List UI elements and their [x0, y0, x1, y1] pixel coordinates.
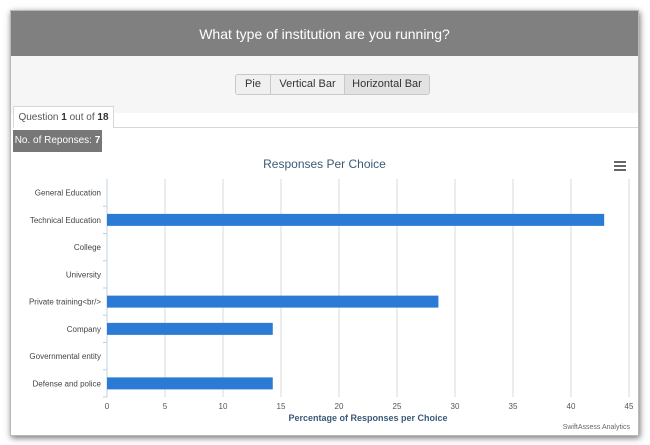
question-title: What type of institution are you running… [199, 25, 450, 42]
question-current: 1 [61, 112, 67, 123]
x-tick-label: 5 [163, 402, 168, 411]
bar-defense-and-police [107, 377, 273, 390]
x-tick-label: 45 [625, 402, 634, 411]
x-tick-label: 25 [393, 402, 402, 411]
chart-title: Responses Per Choice [263, 157, 386, 171]
responses-count: 7 [94, 135, 101, 146]
category-label: Private training<br/> [29, 298, 101, 307]
category-label: Company [67, 325, 101, 334]
responses-badge: No. of Reponses: 7 [13, 130, 102, 152]
category-label: Technical Education [30, 216, 101, 225]
tab-divider [114, 127, 638, 128]
x-tick-label: 35 [509, 402, 518, 411]
category-label: Governmental entity [29, 352, 101, 361]
vertical-bar-button[interactable]: Vertical Bar [271, 75, 345, 94]
category-label: University [66, 270, 101, 279]
horizontal-bar-button[interactable]: Horizontal Bar [345, 75, 429, 94]
bar-company [107, 322, 273, 335]
question-header: What type of institution are you running… [11, 11, 638, 56]
question-middle: out of [69, 112, 95, 123]
chart-type-band: Pie Vertical Bar Horizontal Bar [11, 56, 638, 113]
x-tick-label: 20 [335, 402, 344, 411]
category-label: General Education [35, 189, 101, 198]
x-tick-label: 40 [567, 402, 576, 411]
x-tick-label: 0 [105, 402, 110, 411]
credit-text: SwiftAssess Analytics [562, 424, 630, 431]
hamburger-menu-icon[interactable] [614, 161, 626, 171]
category-label: College [74, 243, 102, 252]
category-label: Defense and police [33, 379, 102, 388]
question-total: 18 [97, 112, 109, 123]
bar-chart: 0 5 10 15 20 25 30 35 40 45 General Education Techn… [29, 179, 634, 423]
x-tick-label: 15 [277, 402, 286, 411]
x-tick-label: 30 [451, 402, 460, 411]
responses-label: No. of Reponses: [14, 135, 92, 146]
chart-panel: What type of institution are you running… [10, 10, 639, 436]
chart-type-toggle: Pie Vertical Bar Horizontal Bar [235, 74, 430, 95]
x-tick-label: 10 [219, 402, 228, 411]
question-prefix: Question [18, 112, 59, 123]
bar-private-training-br [107, 295, 439, 308]
x-axis-title: Percentage of Responses per Choice [288, 413, 447, 423]
pie-button[interactable]: Pie [236, 75, 271, 94]
bar-technical-education [107, 213, 605, 226]
question-tab[interactable]: Question 1 out of 18 [13, 106, 114, 128]
